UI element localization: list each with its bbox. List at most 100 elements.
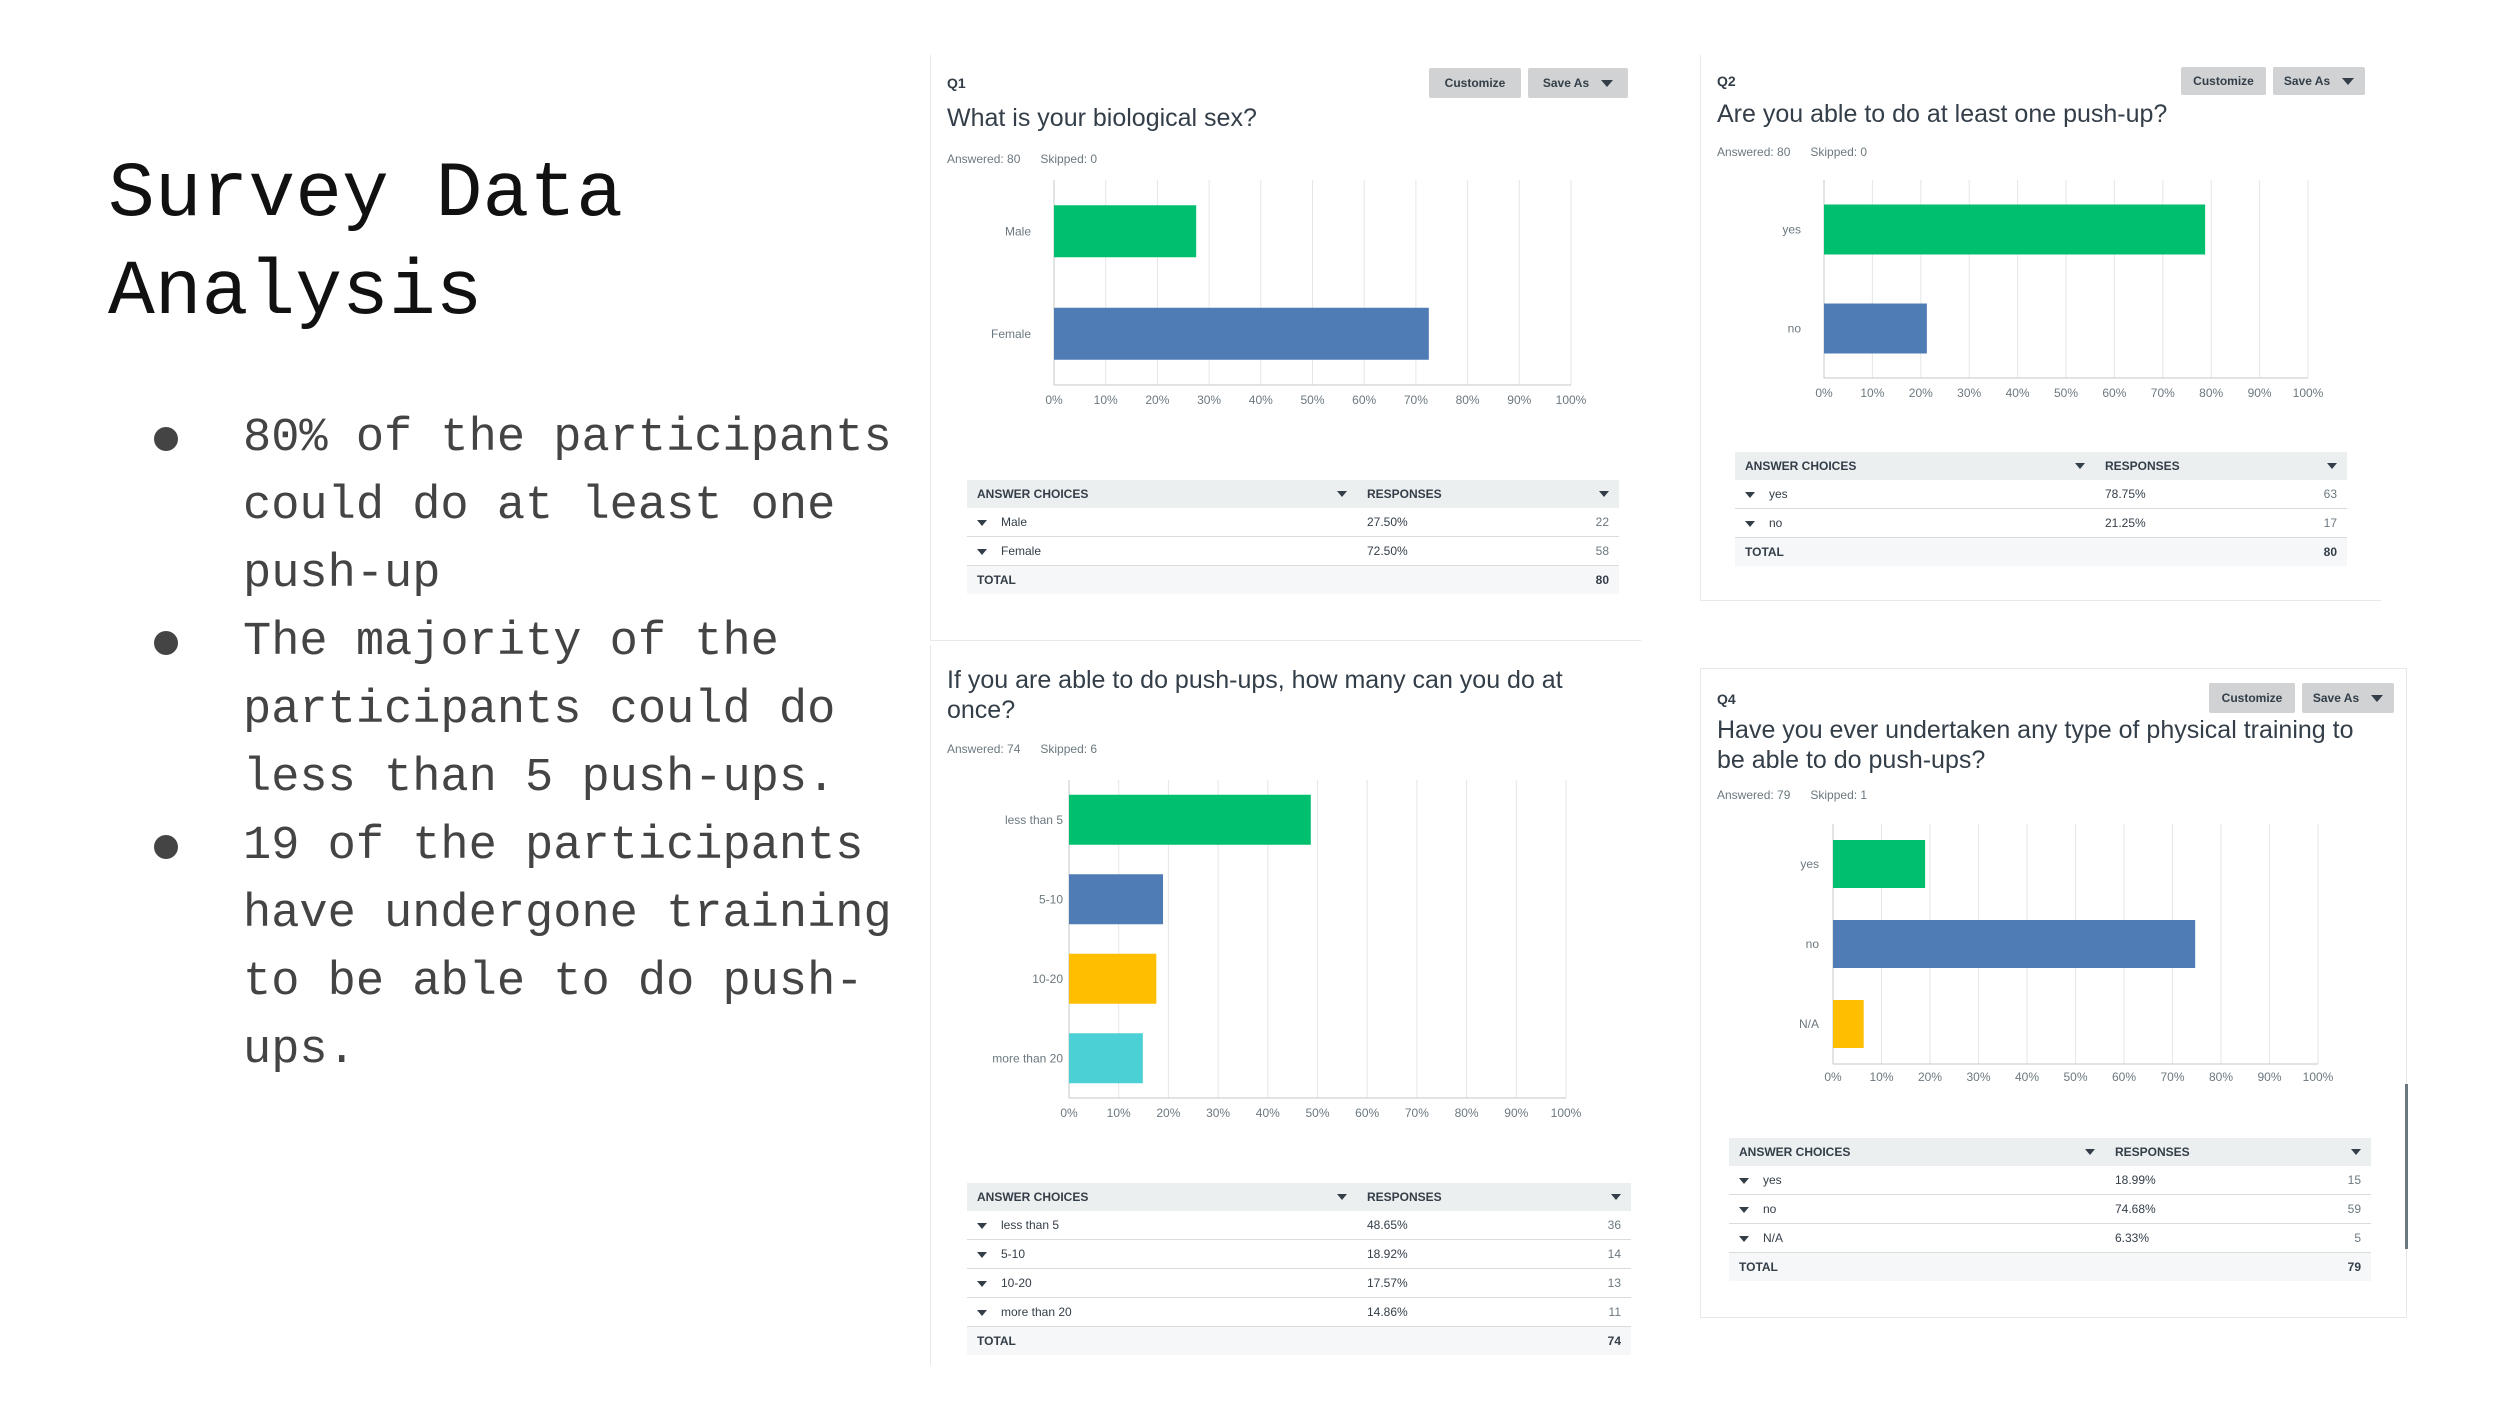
q4-save-as-button[interactable]: Save As <box>2302 683 2394 713</box>
row-percent: 21.25% <box>2095 508 2258 538</box>
x-tick-label: 0% <box>1060 1106 1078 1120</box>
table-row[interactable]: Male 27.50% 22 <box>967 508 1619 537</box>
row-label: 5-10 <box>1001 1247 1026 1261</box>
header-label: ANSWER CHOICES <box>1745 459 1857 473</box>
row-expand-icon[interactable] <box>977 519 987 526</box>
x-tick-label: 20% <box>1918 1070 1942 1084</box>
sort-caret-icon <box>1599 491 1609 497</box>
row-expand-icon[interactable] <box>1745 520 1755 527</box>
row-label: Female <box>1001 544 1042 558</box>
answer-choices-header[interactable]: ANSWER CHOICES <box>967 480 1357 508</box>
x-tick-label: 20% <box>1145 393 1169 407</box>
bullet-list: 80% of the participants could do at leas… <box>150 405 910 1085</box>
row-percent: 78.75% <box>2095 480 2258 509</box>
category-label: 10-20 <box>1032 972 1063 986</box>
bar[interactable] <box>1069 874 1164 925</box>
q2-customize-button[interactable]: Customize <box>2181 67 2266 95</box>
x-tick-label: 80% <box>2209 1070 2233 1084</box>
x-tick-label: 100% <box>1551 1106 1582 1120</box>
row-count: 36 <box>1533 1211 1631 1240</box>
row-expand-icon[interactable] <box>1739 1206 1749 1213</box>
bar[interactable] <box>1824 303 1927 354</box>
row-label: N/A <box>1763 1231 1784 1245</box>
customize-label: Customize <box>2221 691 2283 705</box>
q4-question-line-2: be able to do push-ups? <box>1717 746 1986 774</box>
bar[interactable] <box>1833 920 2196 968</box>
row-count: 5 <box>2276 1223 2371 1253</box>
q1-customize-button[interactable]: Customize <box>1429 68 1521 98</box>
q2-chart: 0% 10% 20% 30% 40% 50% 60% 70% 80% 90% 100% yes no <box>1782 180 2324 400</box>
q1-save-as-button[interactable]: Save As <box>1528 68 1628 98</box>
q4-customize-button[interactable]: Customize <box>2209 683 2295 713</box>
table-row[interactable]: Female 72.50% 58 <box>967 536 1619 566</box>
row-count: 11 <box>1533 1297 1631 1327</box>
bar[interactable] <box>1054 307 1429 360</box>
row-label: more than 20 <box>1001 1305 1072 1319</box>
header-label: RESPONSES <box>2105 459 2180 473</box>
row-expand-icon[interactable] <box>1739 1235 1749 1242</box>
q2-number: Q2 <box>1717 73 1736 89</box>
x-tick-label: 90% <box>1504 1106 1528 1120</box>
q2-answered: Answered: 80 <box>1717 145 1791 159</box>
x-tick-label: 60% <box>1352 393 1376 407</box>
row-count: 17 <box>2257 508 2347 538</box>
row-expand-icon[interactable] <box>977 1222 987 1229</box>
title-line-2: Analysis <box>108 249 483 337</box>
row-count: 59 <box>2276 1194 2371 1224</box>
row-expand-icon[interactable] <box>977 1280 987 1287</box>
row-label: no <box>1763 1202 1777 1216</box>
caret-down-icon <box>2371 694 2384 702</box>
row-expand-icon[interactable] <box>1739 1177 1749 1184</box>
answer-choices-header[interactable]: ANSWER CHOICES <box>1735 452 2095 480</box>
category-label: no <box>1806 937 1820 951</box>
bar[interactable] <box>1069 1033 1143 1084</box>
save-as-label: Save As <box>1542 76 1590 90</box>
row-count: 63 <box>2257 480 2347 509</box>
table-row[interactable]: yes 78.75% 63 <box>1735 480 2347 509</box>
table-row[interactable]: N/A 6.33% 5 <box>1729 1223 2371 1253</box>
bar[interactable] <box>1824 204 2206 255</box>
row-percent: 72.50% <box>1357 536 1527 566</box>
row-expand-icon[interactable] <box>977 1309 987 1316</box>
bullet-dot-icon <box>154 835 178 859</box>
responses-header[interactable]: RESPONSES <box>2105 1138 2371 1166</box>
q4-question-line-1: Have you ever undertaken any type of phy… <box>1717 716 2354 744</box>
answer-choices-header[interactable]: ANSWER CHOICES <box>1729 1138 2105 1166</box>
sort-caret-icon <box>2085 1149 2095 1155</box>
responses-header[interactable]: RESPONSES <box>1357 480 1619 508</box>
title-line-1: Survey Data <box>108 151 623 239</box>
row-expand-icon[interactable] <box>977 548 987 555</box>
q3-question: If you are able to do push-ups, how many… <box>947 665 1563 725</box>
q4-skipped: Skipped: 1 <box>1810 788 1868 802</box>
q2-save-as-button[interactable]: Save As <box>2273 67 2365 95</box>
table-row[interactable]: 10-20 17.57% 13 <box>967 1268 1631 1298</box>
q1-answered: Answered: 80 <box>947 152 1021 166</box>
bar[interactable] <box>1054 205 1197 258</box>
total-label: TOTAL <box>967 1326 1534 1355</box>
row-expand-icon[interactable] <box>977 1251 987 1258</box>
caret-down-icon <box>2342 77 2355 85</box>
sort-caret-icon <box>2327 463 2337 469</box>
table-row[interactable]: 5-10 18.92% 14 <box>967 1239 1631 1269</box>
answer-choices-header[interactable]: ANSWER CHOICES <box>967 1183 1357 1211</box>
responses-header[interactable]: RESPONSES <box>2095 452 2347 480</box>
row-expand-icon[interactable] <box>1745 491 1755 498</box>
table-row[interactable]: no 74.68% 59 <box>1729 1194 2371 1224</box>
scrollbar[interactable] <box>2405 1084 2408 1249</box>
bar[interactable] <box>1833 1000 1864 1048</box>
bar[interactable] <box>1069 953 1157 1004</box>
table-row[interactable]: more than 20 14.86% 11 <box>967 1297 1631 1327</box>
total-count: 74 <box>1533 1326 1631 1355</box>
table-row[interactable]: no 21.25% 17 <box>1735 508 2347 538</box>
x-tick-label: 30% <box>1966 1070 1990 1084</box>
row-count: 58 <box>1526 536 1619 566</box>
table-row[interactable]: yes 18.99% 15 <box>1729 1166 2371 1195</box>
x-tick-label: 0% <box>1824 1070 1842 1084</box>
bar[interactable] <box>1069 794 1311 845</box>
table-row[interactable]: less than 5 48.65% 36 <box>967 1211 1631 1240</box>
x-tick-label: 40% <box>1249 393 1273 407</box>
x-tick-label: 100% <box>1556 393 1587 407</box>
bar[interactable] <box>1833 840 1926 888</box>
responses-header[interactable]: RESPONSES <box>1357 1183 1631 1211</box>
q1-question: What is your biological sex? <box>947 104 1257 132</box>
